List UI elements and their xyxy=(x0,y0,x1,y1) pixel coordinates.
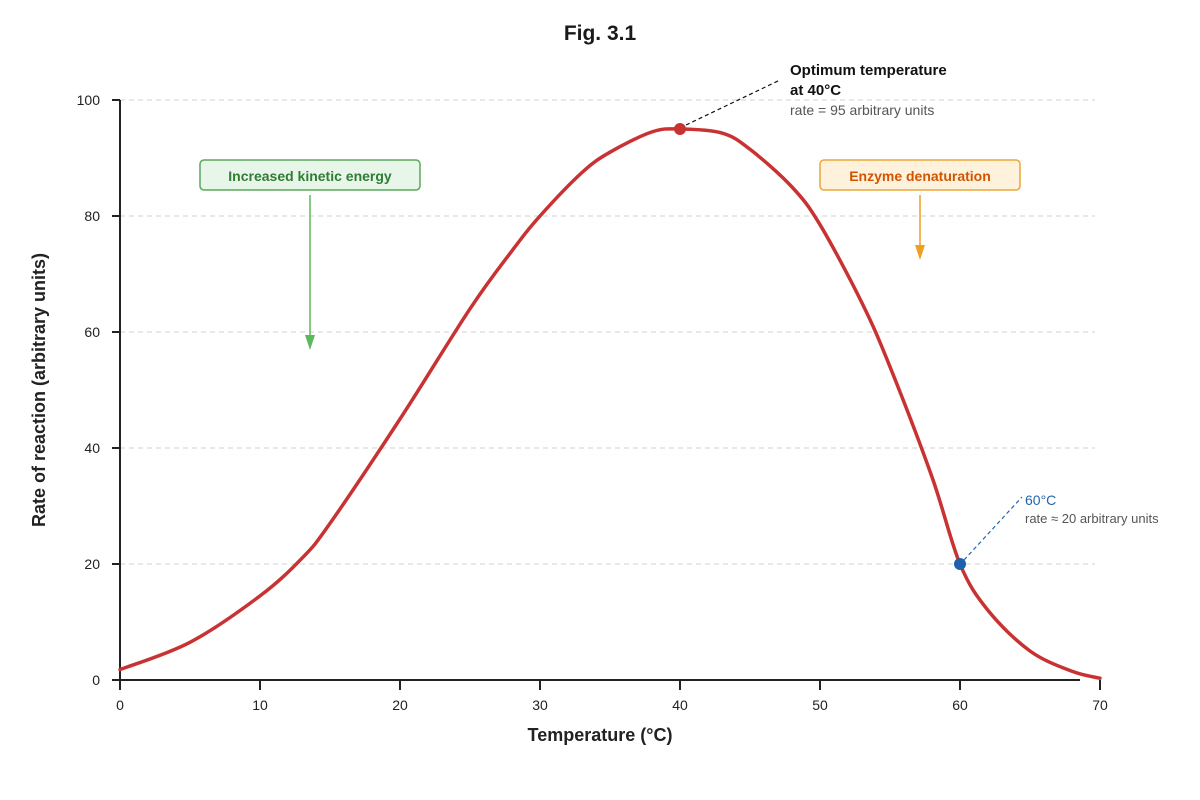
chart-title: Fig. 3.1 xyxy=(564,22,637,45)
denaturation-box xyxy=(819,159,1021,191)
y-tick-label: 80 xyxy=(84,208,100,224)
kinetic-energy-label: Increased kinetic energy xyxy=(228,168,392,184)
y-tick-label: 60 xyxy=(84,324,100,340)
kinetic-energy-annotation: Increased kinetic energy xyxy=(199,159,421,350)
optimum-point xyxy=(674,123,686,135)
x-tick-label: 60 xyxy=(952,697,968,713)
x-ticks: 01020304050607080 xyxy=(116,680,1108,713)
x-axis-label: Temperature (°C) xyxy=(528,725,673,745)
optimum-label-line2: at 40°C xyxy=(790,82,841,99)
y-tick-label: 100 xyxy=(77,92,101,108)
x-tick-label: 30 xyxy=(532,697,548,713)
x-tick-label: 0 xyxy=(116,697,124,713)
sixty-label: 60°C xyxy=(1025,492,1056,508)
y-tick-label: 20 xyxy=(84,556,100,572)
y-tick-label: 40 xyxy=(84,440,100,456)
x-tick-label: 10 xyxy=(252,697,268,713)
x-tick-label: 20 xyxy=(392,697,408,713)
y-ticks: 0 20 40 60 80 100 xyxy=(77,92,120,688)
x-tick-label: 40 xyxy=(672,697,688,713)
optimum-rate-label: rate = 95 arbitrary units xyxy=(790,102,934,118)
kinetic-energy-arrowhead xyxy=(305,335,315,350)
y-axis-label: Rate of reaction (arbitrary units) xyxy=(29,253,49,527)
sixty-leader-line xyxy=(963,496,1023,561)
denaturation-annotation: Enzyme denaturation xyxy=(819,159,1021,260)
x-tick-label: 50 xyxy=(812,697,828,713)
y-tick-label: 0 xyxy=(92,672,100,688)
optimum-label-line1: Optimum temperature xyxy=(790,62,947,79)
sixty-degree-point xyxy=(954,558,966,570)
highlight-points xyxy=(674,123,966,570)
optimum-leader-line xyxy=(685,79,781,126)
sixty-rate-label: rate ≈ 20 arbitrary units xyxy=(1025,511,1159,526)
rate-curve xyxy=(118,127,1102,681)
grid-lines xyxy=(120,99,1095,565)
denaturation-arrowhead xyxy=(915,245,925,260)
denaturation-label: Enzyme denaturation xyxy=(849,168,991,184)
kinetic-energy-box xyxy=(199,159,421,191)
x-tick-label: 70 xyxy=(1092,697,1108,713)
